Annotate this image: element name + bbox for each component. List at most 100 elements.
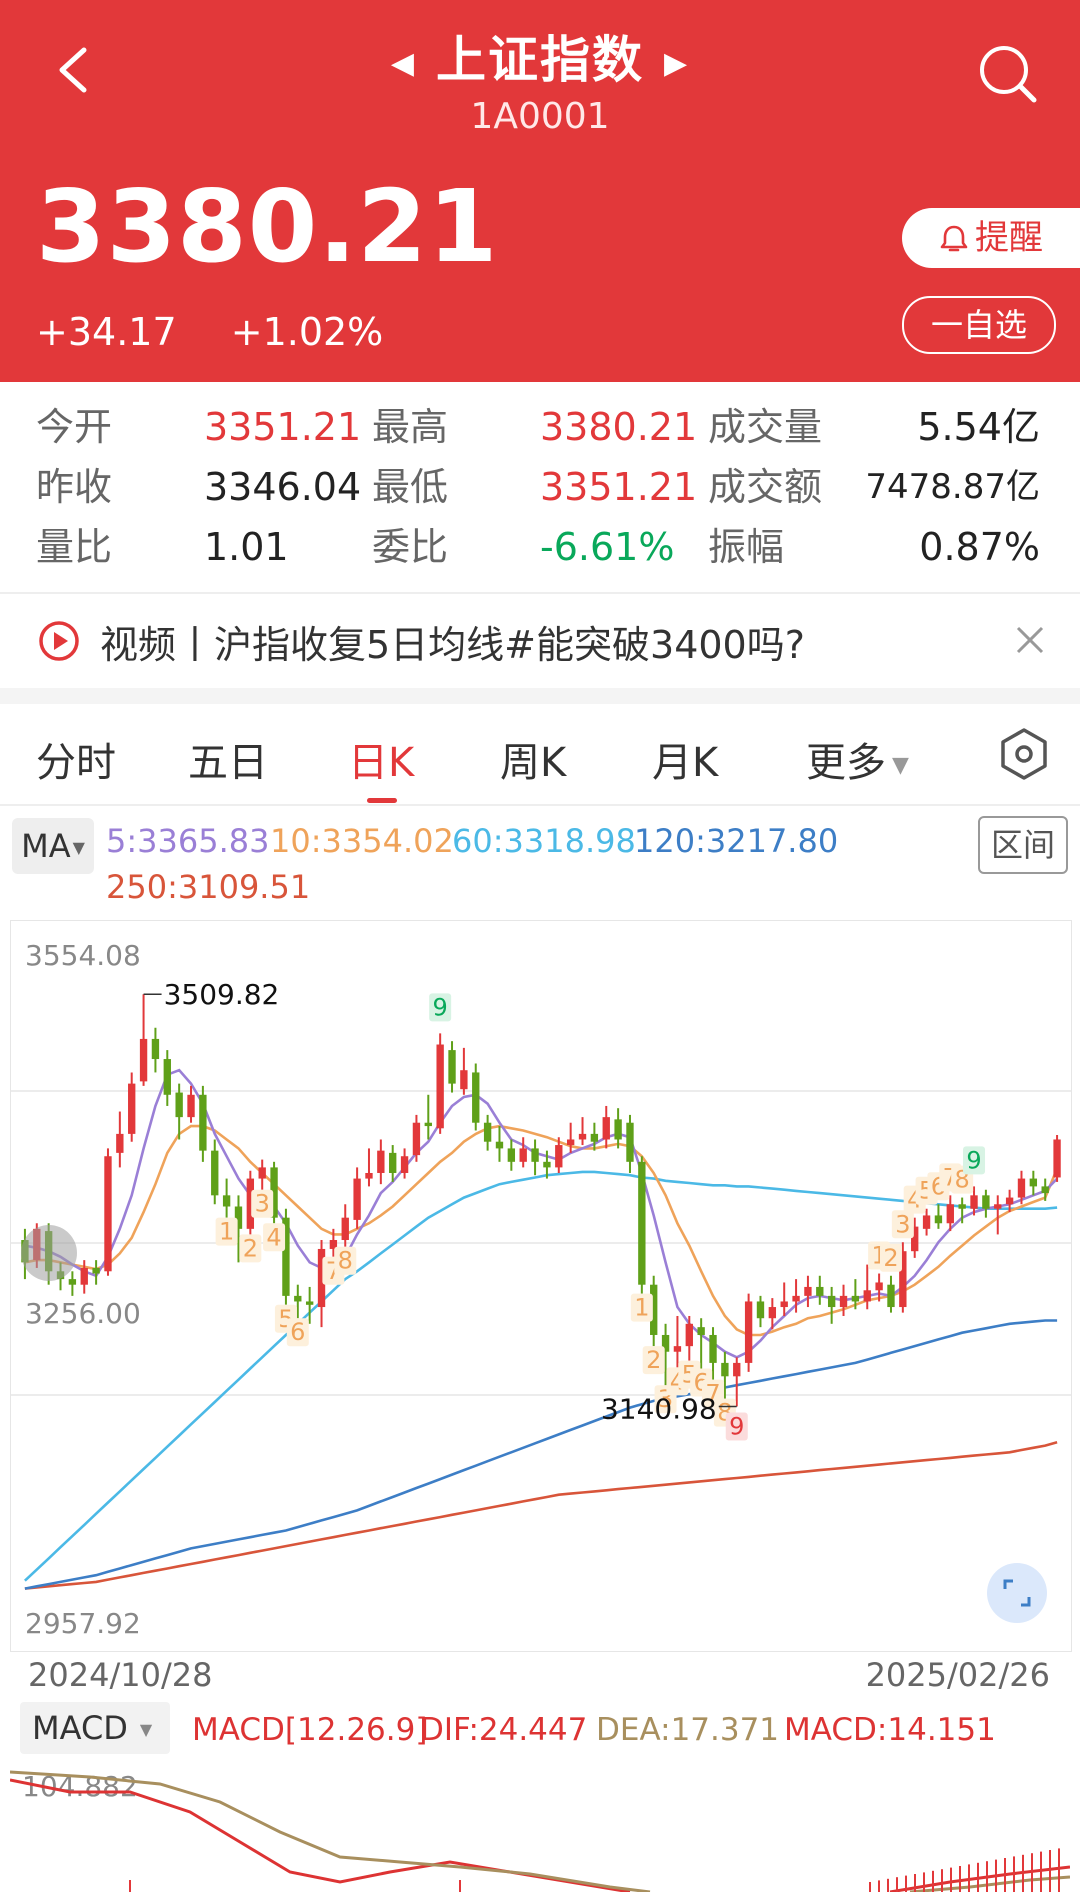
candle-down <box>590 1133 599 1142</box>
range-button[interactable]: 区间 <box>978 816 1068 874</box>
td-label-bg <box>642 1346 665 1375</box>
macd-legend: MACD ▼ MACD[12.26.9] DIF:24.447 DEA:17.37… <box>0 1700 1080 1760</box>
extreme-annotations: 3509.82 3140.98 <box>143 978 737 1425</box>
search-icon[interactable] <box>976 42 1040 106</box>
ma-selector[interactable]: MA ▼ <box>12 818 94 874</box>
period-tabs: 分时 五日 日K 周K 月K 更多 ▼ <box>0 704 1080 806</box>
chart-grid <box>11 1090 1071 1396</box>
td-label-bg <box>286 1318 309 1347</box>
td-label: 2 <box>883 1244 898 1272</box>
td-label: 3 <box>255 1190 270 1218</box>
candle-up <box>994 1204 1002 1209</box>
candle-up <box>946 1204 954 1224</box>
candle-up <box>922 1215 931 1229</box>
candle-down <box>211 1150 219 1196</box>
ma120-line <box>24 1319 1058 1590</box>
candle-down <box>472 1072 480 1123</box>
candle-up <box>685 1323 693 1347</box>
stat-value: 7478.87亿 <box>865 467 1040 507</box>
td-label: 2 <box>243 1234 258 1262</box>
td-label: 4 <box>266 1223 281 1251</box>
td-label: 1 <box>634 1294 649 1322</box>
news-text[interactable]: 视频丨沪指收复5日均线#能突破3400吗? <box>100 623 805 667</box>
candle-up <box>768 1307 777 1319</box>
stat-label: 最低 <box>372 465 449 509</box>
macd-svg[interactable]: 104.882 <box>10 1762 1070 1892</box>
stat-value: 3380.21 <box>540 405 698 449</box>
macd-params: MACD[12.26.9] <box>192 1712 428 1748</box>
candle-down <box>282 1217 290 1296</box>
stock-title: ◀ 上证指数 ▶ <box>390 31 690 89</box>
macd-value: MACD:14.151 <box>784 1712 996 1748</box>
dropdown-caret-icon: ▼ <box>72 838 85 857</box>
y-axis-max-label: 3554.08 <box>25 939 141 972</box>
candle-up <box>80 1267 88 1285</box>
tab-intraday[interactable]: 分时 <box>36 740 116 786</box>
candle-up <box>377 1150 385 1173</box>
candle-down <box>151 1038 160 1060</box>
candle-up <box>578 1133 587 1140</box>
candle-up <box>673 1346 682 1352</box>
candle-up <box>341 1217 349 1241</box>
macd-histogram <box>129 1848 1060 1892</box>
tab-five-day[interactable]: 五日 <box>188 740 268 786</box>
stat-value: 5.54亿 <box>917 405 1040 449</box>
ma10-value: 10:3354.02 <box>270 822 454 860</box>
candle-up <box>353 1178 361 1220</box>
stat-value: 3346.04 <box>204 465 362 509</box>
news-banner[interactable]: 视频丨沪指收复5日均线#能突破3400吗? <box>0 594 1080 688</box>
stat-label: 振幅 <box>708 525 785 569</box>
prev-stock-icon[interactable]: ◀ <box>390 46 416 81</box>
candle-up <box>412 1122 421 1156</box>
dropdown-caret-icon: ▼ <box>892 753 909 778</box>
td-label-bg <box>334 1246 357 1275</box>
ma250-line <box>24 1440 1058 1590</box>
candle-up <box>116 1133 124 1153</box>
macd-dif: DIF:24.447 <box>420 1712 588 1748</box>
indicator-selector[interactable]: MACD ▼ <box>20 1702 170 1754</box>
ma120-value: 120:3217.80 <box>634 822 839 860</box>
price-change-row: +34.17 +1.02% <box>36 310 425 354</box>
stat-value: 0.87% <box>919 525 1040 569</box>
candles <box>21 994 1061 1407</box>
candle-down <box>626 1122 634 1162</box>
candle-up <box>258 1167 266 1179</box>
td-label-bg <box>239 1234 262 1263</box>
ma60-value: 60:3318.98 <box>452 822 636 860</box>
td-label: 8 <box>338 1247 353 1275</box>
candle-down <box>709 1334 717 1363</box>
close-icon[interactable] <box>1008 618 1052 662</box>
stat-label: 委比 <box>372 525 449 569</box>
candle-up <box>911 1226 919 1252</box>
candle-down <box>958 1204 966 1209</box>
candle-down <box>507 1148 516 1162</box>
candle-up <box>792 1295 800 1302</box>
tab-daily-k[interactable]: 日K <box>348 740 415 786</box>
candle-down <box>294 1295 302 1302</box>
macd-dea: DEA:17.371 <box>596 1712 780 1748</box>
stat-value: -6.61% <box>540 525 675 569</box>
back-arrow-icon[interactable] <box>48 40 108 100</box>
zoom-button[interactable] <box>987 1563 1047 1623</box>
tab-more[interactable]: 更多 ▼ <box>806 740 909 786</box>
settings-hexagon-icon[interactable] <box>996 726 1052 782</box>
td-label: 9 <box>966 1146 981 1174</box>
tab-weekly-k[interactable]: 周K <box>500 740 567 786</box>
remind-button[interactable]: 提醒 <box>902 208 1080 268</box>
candle-down <box>614 1119 622 1140</box>
macd-chart[interactable]: 104.882 <box>10 1762 1070 1892</box>
td-label-bg <box>251 1189 274 1218</box>
candle-down <box>638 1161 646 1285</box>
next-stock-icon[interactable]: ▶ <box>664 46 690 81</box>
candle-down <box>827 1295 836 1308</box>
stock-code: 1A0001 <box>470 96 610 137</box>
candle-down <box>92 1267 100 1274</box>
candle-down <box>163 1059 171 1095</box>
candle-down <box>305 1301 314 1305</box>
candle-down <box>222 1195 231 1207</box>
add-favorite-button[interactable]: 一自选 <box>902 296 1056 354</box>
crosshair-handle[interactable] <box>21 1225 77 1281</box>
tab-monthly-k[interactable]: 月K <box>652 740 719 786</box>
